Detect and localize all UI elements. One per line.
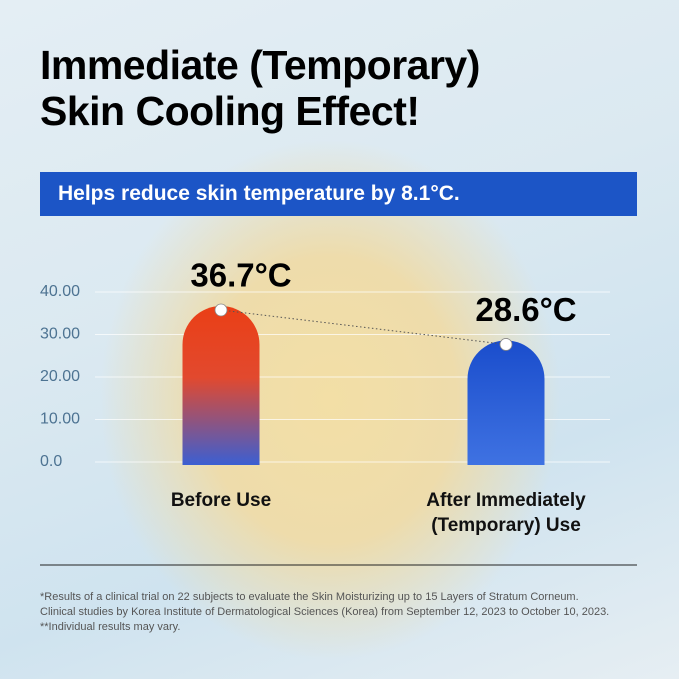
subtitle-banner: Helps reduce skin temperature by 8.1°C. (40, 172, 637, 216)
top-dot (499, 338, 513, 351)
title-line: Skin Cooling Effect! (40, 88, 420, 134)
x-tick-label: Before Use (170, 490, 272, 511)
top-dot (214, 303, 228, 317)
y-tick-label: 20.00 (40, 368, 80, 385)
connector (220, 309, 507, 345)
bar (182, 306, 260, 465)
footnote: **Individual results may vary. (40, 621, 181, 633)
value-label: 28.6°C (475, 291, 576, 328)
y-tick-label: 10.00 (40, 411, 80, 428)
y-tick-label: 0.0 (40, 453, 62, 470)
y-tick-label: 40.00 (40, 283, 80, 300)
title-line: Immediate (Temporary) (40, 42, 480, 88)
subtitle: Helps reduce skin temperature by 8.1°C. (58, 182, 460, 205)
footnote: *Results of a clinical trial on 22 subje… (40, 591, 579, 603)
footnotes: *Results of a clinical trial on 22 subje… (40, 590, 640, 635)
y-tick-label: 30.00 (40, 326, 80, 343)
x-tick-label: After Immediately (Temporary) Use (426, 490, 586, 536)
footnote: Clinical studies by Korea Institute of D… (40, 606, 610, 618)
value-label: 36.7°C (190, 257, 291, 294)
bar (467, 340, 545, 465)
